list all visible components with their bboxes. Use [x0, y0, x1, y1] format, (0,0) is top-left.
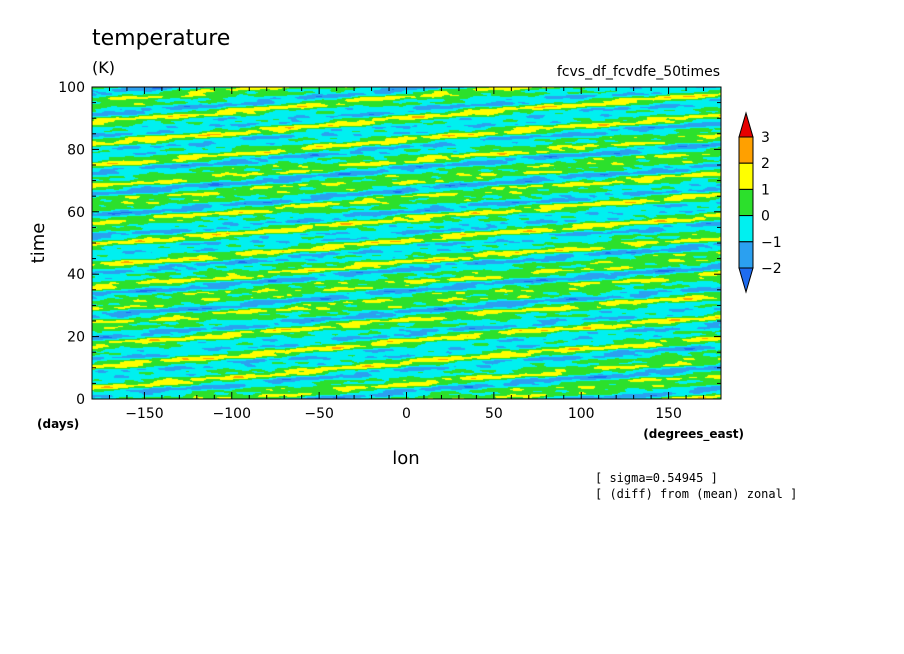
y-tick-label: 80: [67, 142, 85, 158]
colorbar-segment: [738, 241, 754, 269]
x-tick-label: −150: [125, 406, 163, 422]
x-tick-label: −50: [304, 406, 334, 422]
y-axis: 0 20 40 60 80 100: [58, 80, 721, 408]
y-units-label: (days): [37, 417, 79, 431]
x-tick-label: −100: [213, 406, 251, 422]
chart-title: temperature: [92, 26, 230, 51]
colorbar-segment: [738, 136, 754, 164]
colorbar-segment: [738, 215, 754, 243]
colorbar-label: 2: [761, 156, 770, 172]
colorbar-label: 0: [761, 209, 770, 225]
experiment-label: fcvs_df_fcvdfe_50times: [557, 64, 720, 80]
x-tick-label: 50: [485, 406, 503, 422]
x-tick-label: 150: [655, 406, 682, 422]
colorbar-segment: [738, 162, 754, 190]
x-axis: −150 −100 −50 0 50 100 150: [91, 87, 722, 422]
y-tick-label: 100: [58, 80, 85, 96]
x-axis-title: lon: [392, 448, 419, 469]
heatmap-image: [92, 87, 721, 399]
colorbar-label: 3: [761, 130, 770, 146]
y-tick-label: 60: [67, 205, 85, 221]
colorbar: −2 −1 0 1 2 3: [738, 111, 782, 294]
x-tick-label: 100: [568, 406, 595, 422]
x-units-label: (degrees_east): [643, 427, 744, 442]
diff-note: [ (diff) from (mean) zonal ]: [595, 487, 797, 501]
y-tick-label: 0: [76, 392, 85, 408]
y-tick-label: 20: [67, 330, 85, 346]
chart-units: (K): [92, 58, 115, 77]
colorbar-label: 1: [761, 182, 770, 198]
heatmap-field: [92, 87, 721, 399]
colorbar-top-arrow: [738, 111, 754, 138]
y-axis-title: time: [28, 223, 49, 264]
y-tick-label: 40: [67, 267, 85, 283]
colorbar-segment: [738, 188, 754, 217]
sigma-note: [ sigma=0.54945 ]: [595, 471, 718, 485]
colorbar-bottom-arrow: [738, 267, 754, 294]
colorbar-label: −1: [761, 235, 782, 251]
x-tick-label: 0: [402, 406, 411, 422]
colorbar-label: −2: [761, 261, 782, 277]
